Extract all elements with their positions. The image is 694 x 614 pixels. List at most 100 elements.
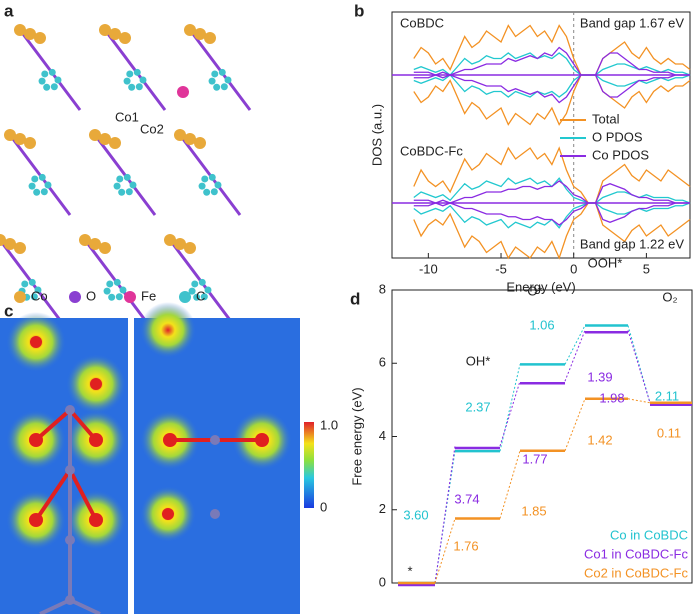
atom <box>44 181 52 189</box>
legend-label: Co1 in CoBDC-Fc <box>584 546 689 561</box>
atom <box>14 242 26 254</box>
y-tick-label: 6 <box>379 355 386 370</box>
step-label: 2.11 <box>655 388 679 403</box>
atom <box>54 76 62 84</box>
atom <box>184 133 196 145</box>
atom <box>48 68 56 76</box>
x-tick-label: 5 <box>643 261 650 276</box>
atom <box>188 287 196 295</box>
annotation: Band gap 1.67 eV <box>580 15 684 30</box>
atom <box>218 68 226 76</box>
atom <box>210 188 218 196</box>
atom <box>109 28 121 40</box>
dos-curve <box>413 202 690 226</box>
atom <box>201 175 209 183</box>
atom <box>24 28 36 40</box>
panel-label: b <box>354 1 364 20</box>
dos-curve <box>413 24 691 76</box>
atom <box>99 133 111 145</box>
step-label: 3.60 <box>403 507 428 522</box>
step-label: 1.76 <box>453 538 478 553</box>
connector <box>499 450 521 519</box>
step-label: 1.42 <box>587 432 612 447</box>
atom <box>116 175 124 183</box>
atom <box>123 77 131 85</box>
atom <box>204 286 212 294</box>
legend-label: Co2 in CoBDC-Fc <box>584 565 689 580</box>
atom <box>129 181 137 189</box>
connector <box>499 381 521 447</box>
atom <box>113 182 121 190</box>
atom <box>118 188 126 196</box>
legend-label: C <box>196 288 205 303</box>
atom <box>194 28 206 40</box>
atom <box>139 76 147 84</box>
dos-curve <box>413 46 690 76</box>
atom <box>30 293 38 301</box>
step-label: 1.06 <box>529 317 554 332</box>
connector <box>434 518 456 584</box>
step-label: 1.77 <box>522 451 547 466</box>
plot-frame <box>391 11 691 259</box>
state-label: O₂ <box>662 289 677 304</box>
atom <box>208 173 216 181</box>
atom <box>99 242 111 254</box>
atom <box>208 77 216 85</box>
y-tick-label: 4 <box>379 428 386 443</box>
atom <box>204 32 216 44</box>
legend-label: Co <box>31 288 48 303</box>
atom <box>89 238 101 250</box>
legend-label: Co PDOS <box>592 147 649 162</box>
atom <box>4 238 16 250</box>
connector <box>564 398 586 451</box>
atom <box>14 24 26 36</box>
colorbar-label: 1.0 <box>320 417 338 432</box>
dos-curve <box>413 74 691 126</box>
atom <box>194 137 206 149</box>
atom <box>34 286 42 294</box>
dos-curve <box>413 74 691 98</box>
y-axis-label: Free energy (eV) <box>349 387 364 485</box>
legend-marker <box>69 291 81 303</box>
atom <box>198 278 206 286</box>
atom <box>135 83 143 91</box>
state-label: * <box>407 563 412 578</box>
atom <box>41 70 49 78</box>
y-tick-label: 0 <box>379 574 386 589</box>
atom <box>174 129 186 141</box>
atom <box>14 133 26 145</box>
subplot-label: CoBDC-Fc <box>400 143 463 158</box>
atom <box>24 137 36 149</box>
atom <box>126 70 134 78</box>
atom <box>119 32 131 44</box>
legend-label: Fe <box>141 288 156 303</box>
step-label: 0.11 <box>657 425 681 440</box>
step-label: 1.39 <box>587 369 612 384</box>
atom <box>164 234 176 246</box>
step-label: 1.85 <box>521 503 546 518</box>
atom <box>200 293 208 301</box>
panel-label: c <box>4 301 13 320</box>
atom <box>21 280 29 288</box>
atom <box>99 24 111 36</box>
atom <box>123 173 131 181</box>
x-tick-label: -10 <box>419 261 438 276</box>
step-label: 1.98 <box>599 390 624 405</box>
atom <box>184 242 196 254</box>
atom <box>128 83 136 91</box>
step-label: 3.74 <box>454 491 479 506</box>
x-tick-label: -5 <box>495 261 507 276</box>
connector <box>627 398 651 404</box>
atom <box>125 188 133 196</box>
step-label: 2.37 <box>465 399 490 414</box>
connector <box>627 325 651 403</box>
atom <box>38 77 46 85</box>
connector <box>434 445 456 584</box>
connector <box>564 325 586 365</box>
atom <box>119 286 127 294</box>
legend-label: O PDOS <box>592 129 643 144</box>
y-axis-label: DOS (a.u.) <box>369 104 384 166</box>
atom <box>28 278 36 286</box>
atom <box>34 32 46 44</box>
